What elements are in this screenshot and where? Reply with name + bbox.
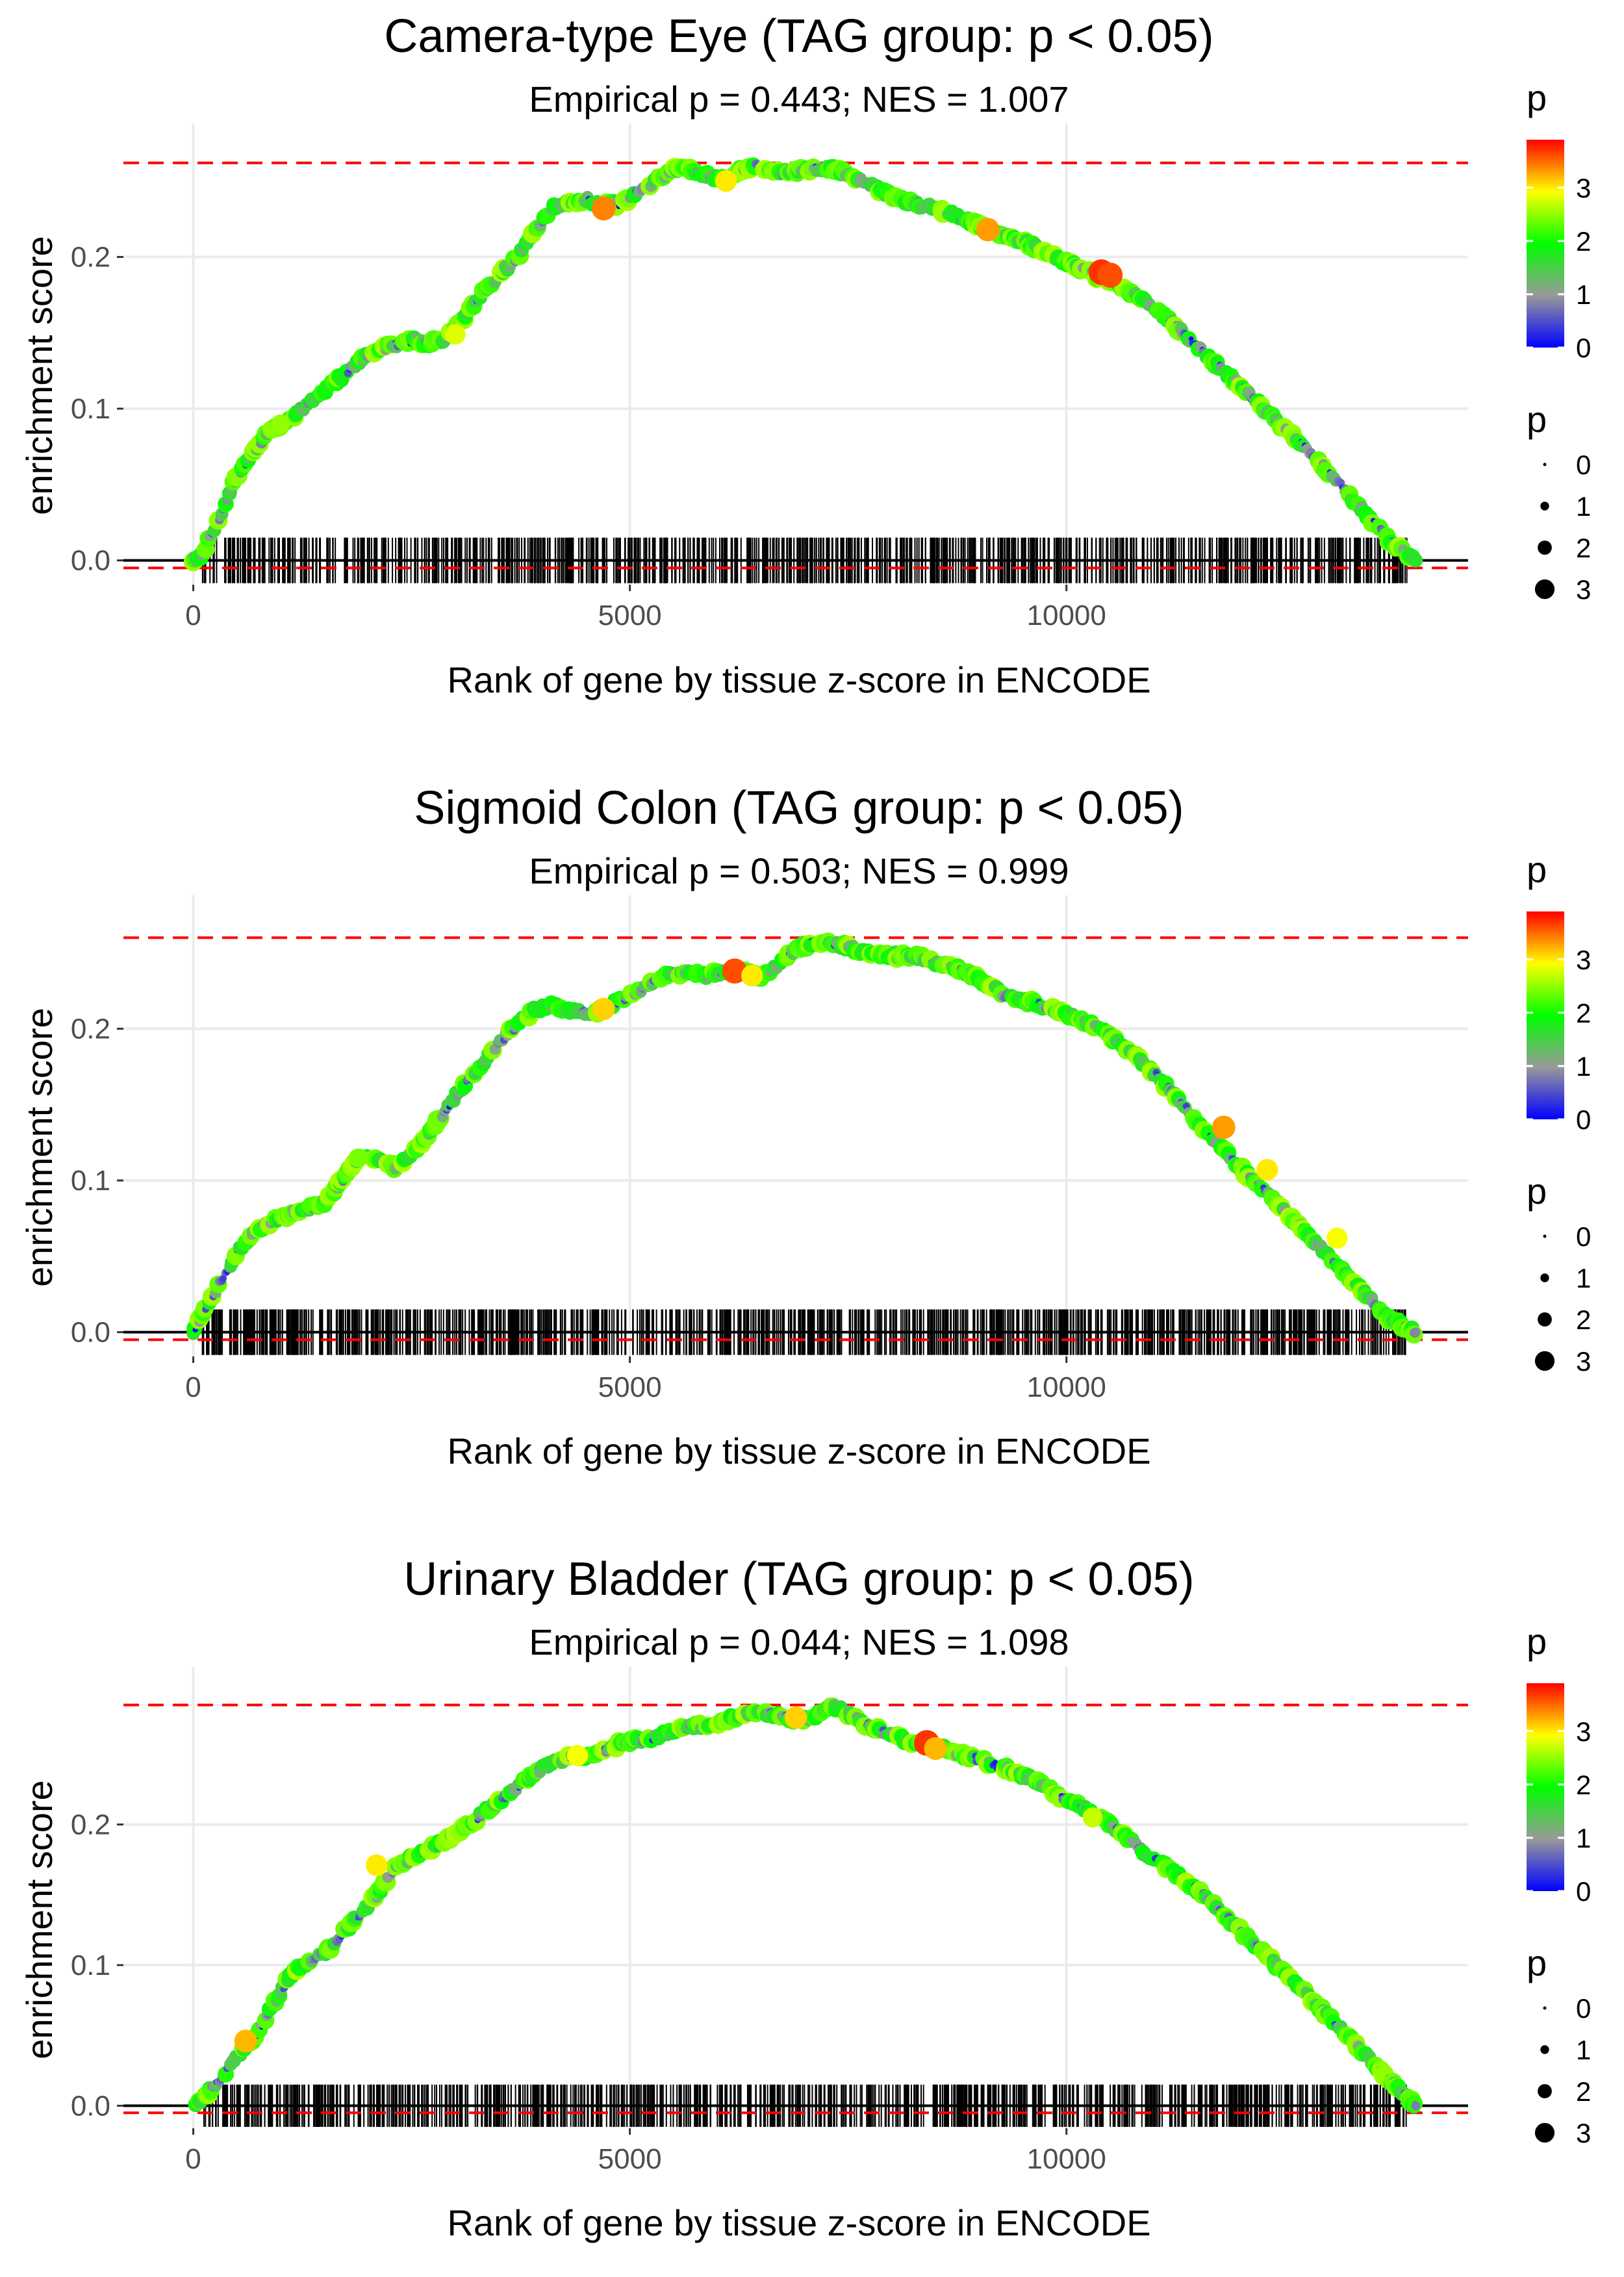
curve-track bbox=[194, 164, 1416, 563]
panel-title: Urinary Bladder (TAG group: p < 0.05) bbox=[403, 1553, 1194, 1605]
highlight-point bbox=[715, 170, 737, 192]
x-tick-label: 0 bbox=[185, 600, 201, 631]
y-tick-label: 0.2 bbox=[71, 1013, 110, 1045]
highlight-point bbox=[1256, 1159, 1278, 1180]
panel-title: Sigmoid Colon (TAG group: p < 0.05) bbox=[414, 782, 1184, 834]
y-axis-title: enrichment score bbox=[19, 236, 60, 515]
reference-lines bbox=[123, 937, 1468, 1340]
y-axis-title: enrichment score bbox=[19, 1008, 60, 1287]
curve-track bbox=[194, 941, 1416, 1334]
highlight-point bbox=[741, 965, 763, 986]
y-tick-label: 0.0 bbox=[71, 545, 110, 577]
curve-point bbox=[1411, 1327, 1421, 1337]
y-tick-label: 0.0 bbox=[71, 1317, 110, 1349]
highlight-point bbox=[445, 324, 466, 345]
panel-title: Camera-type Eye (TAG group: p < 0.05) bbox=[384, 10, 1213, 62]
grid-lines bbox=[123, 895, 1468, 1356]
x-tick-label: 0 bbox=[185, 1371, 201, 1403]
y-tick-label: 0.1 bbox=[71, 1165, 110, 1197]
panel-urinary-bladder: Urinary Bladder (TAG group: p < 0.05) Em… bbox=[19, 1553, 1468, 2243]
highlight-point bbox=[271, 414, 290, 433]
highlight-point bbox=[592, 998, 615, 1020]
highlight-point bbox=[350, 1149, 368, 1167]
highlight-point bbox=[976, 218, 1000, 241]
highlight-point bbox=[592, 196, 616, 220]
x-axis-title: Rank of gene by tissue z-score in ENCODE bbox=[447, 659, 1150, 700]
grid-lines bbox=[123, 1667, 1468, 2128]
reference-lines bbox=[123, 1705, 1468, 2113]
reference-lines bbox=[123, 163, 1468, 568]
x-tick-label: 10000 bbox=[1027, 600, 1106, 631]
highlight-point bbox=[1212, 1115, 1236, 1139]
panel-subtitle: Empirical p = 0.044; NES = 1.098 bbox=[529, 1622, 1069, 1662]
x-tick-label: 5000 bbox=[598, 600, 662, 631]
x-tick-label: 5000 bbox=[598, 1371, 662, 1403]
x-tick-label: 10000 bbox=[1027, 1371, 1106, 1403]
x-axis-title: Rank of gene by tissue z-score in ENCODE bbox=[447, 1431, 1150, 1471]
panel-sigmoid-colon: Sigmoid Colon (TAG group: p < 0.05) Empi… bbox=[19, 782, 1468, 1471]
curve-point bbox=[1409, 553, 1423, 568]
enrichment-curve bbox=[188, 1698, 1423, 2114]
enrichment-curve bbox=[184, 157, 1423, 571]
enrichment-curve bbox=[186, 932, 1423, 1343]
panel-subtitle: Empirical p = 0.503; NES = 0.999 bbox=[529, 850, 1069, 891]
panel-camera-type-eye: Camera-type Eye (TAG group: p < 0.05) Em… bbox=[19, 10, 1468, 700]
grid-lines bbox=[123, 123, 1468, 585]
y-tick-label: 0.1 bbox=[71, 393, 110, 425]
panel-subtitle: Empirical p = 0.443; NES = 1.007 bbox=[529, 79, 1069, 120]
highlight-point bbox=[1326, 1228, 1348, 1249]
highlight-point bbox=[1098, 262, 1123, 288]
y-tick-label: 0.2 bbox=[71, 242, 110, 273]
